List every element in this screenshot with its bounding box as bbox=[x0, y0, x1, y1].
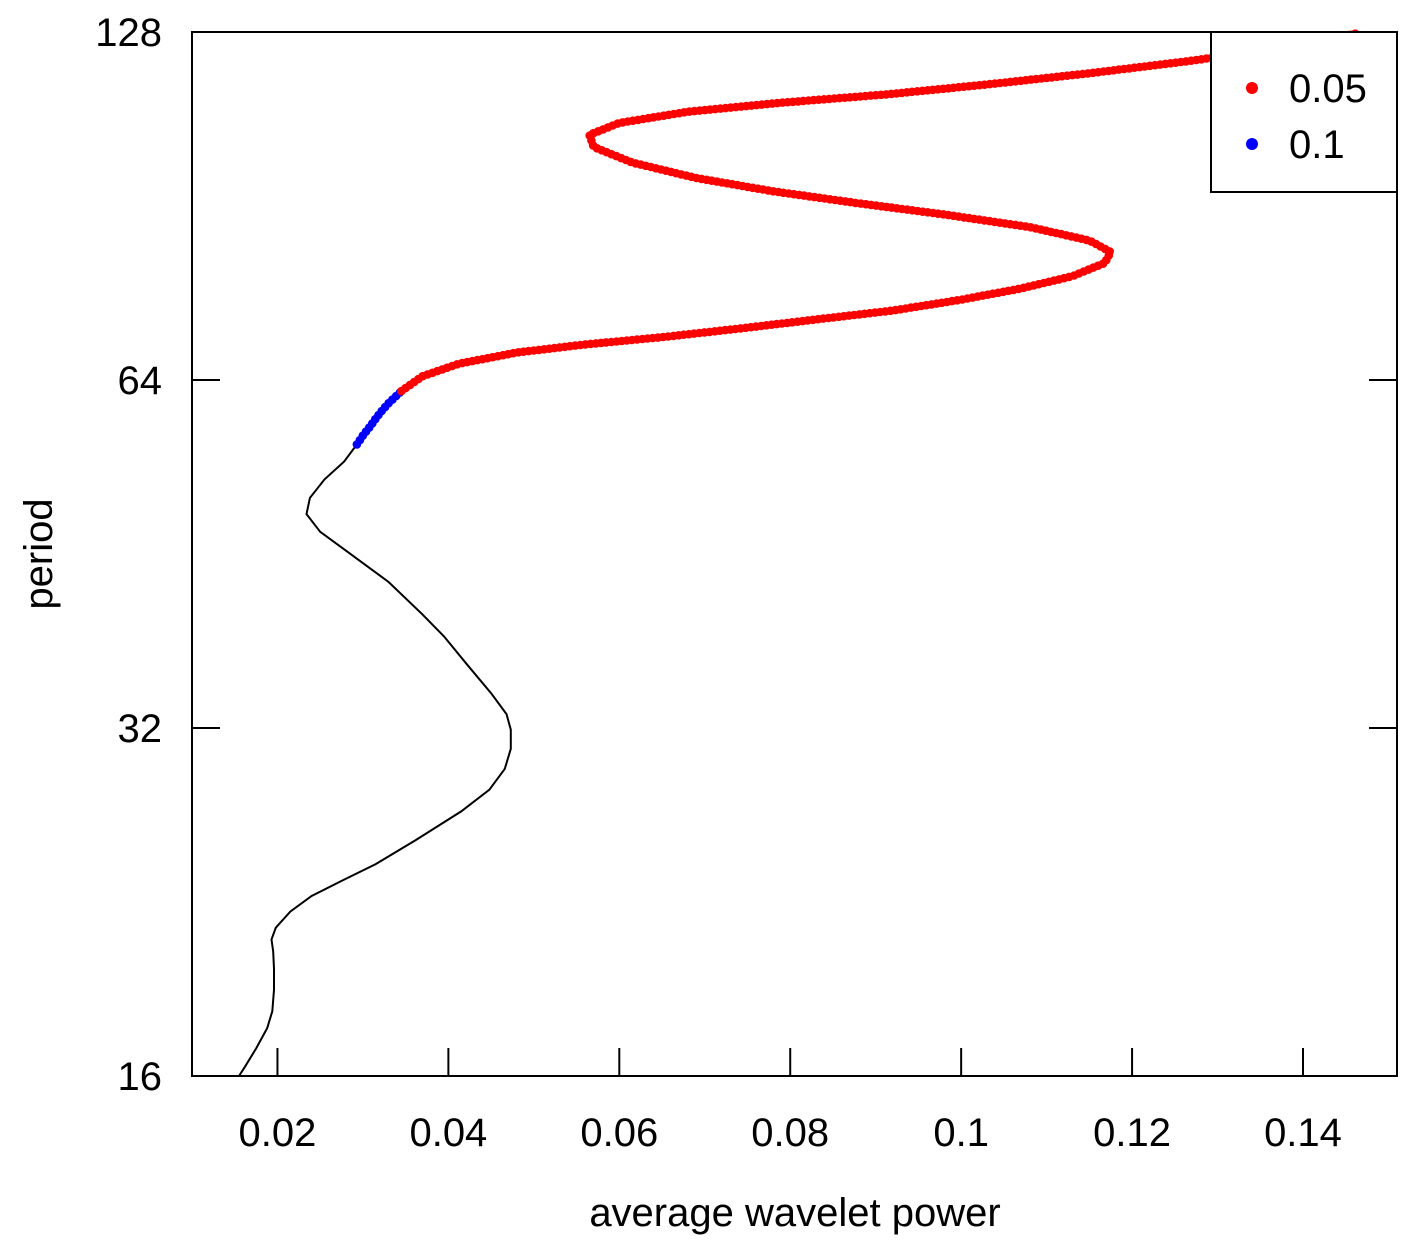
x-tick-label-0.02: 0.02 bbox=[239, 1111, 317, 1155]
legend: 0.05 0.1 bbox=[1210, 31, 1398, 193]
x-axis-title: average wavelet power bbox=[589, 1191, 1000, 1235]
legend-box bbox=[1210, 31, 1398, 193]
y-axis-title: period bbox=[17, 498, 61, 609]
y-tick-label-64: 64 bbox=[118, 359, 163, 403]
x-tick-label-0.1: 0.1 bbox=[933, 1111, 989, 1155]
legend-marker-0.1 bbox=[1246, 138, 1258, 150]
y-tick-label-32: 32 bbox=[118, 707, 163, 751]
y-tick-label-16: 16 bbox=[118, 1055, 163, 1099]
x-tick-label-0.12: 0.12 bbox=[1093, 1111, 1171, 1155]
x-tick-label-0.06: 0.06 bbox=[580, 1111, 658, 1155]
points-layer bbox=[352, 29, 1360, 449]
legend-marker-0.05 bbox=[1246, 82, 1258, 94]
x-tick-label-0.04: 0.04 bbox=[409, 1111, 487, 1155]
y-axis-ticks: 16 32 64 128 bbox=[95, 11, 1397, 1099]
curve-layer bbox=[238, 443, 512, 1077]
x-tick-label-0.14: 0.14 bbox=[1264, 1111, 1342, 1155]
power-curve bbox=[238, 443, 512, 1077]
plot-frame bbox=[191, 31, 1398, 1077]
y-tick-label-128: 128 bbox=[95, 11, 162, 55]
series-0.05 bbox=[397, 29, 1360, 396]
x-tick-label-0.08: 0.08 bbox=[751, 1111, 829, 1155]
x-axis-ticks: 0.02 0.04 0.06 0.08 0.1 0.12 0.14 bbox=[239, 1048, 1342, 1155]
legend-label-0.1: 0.1 bbox=[1289, 123, 1345, 167]
legend-label-0.05: 0.05 bbox=[1289, 67, 1367, 111]
